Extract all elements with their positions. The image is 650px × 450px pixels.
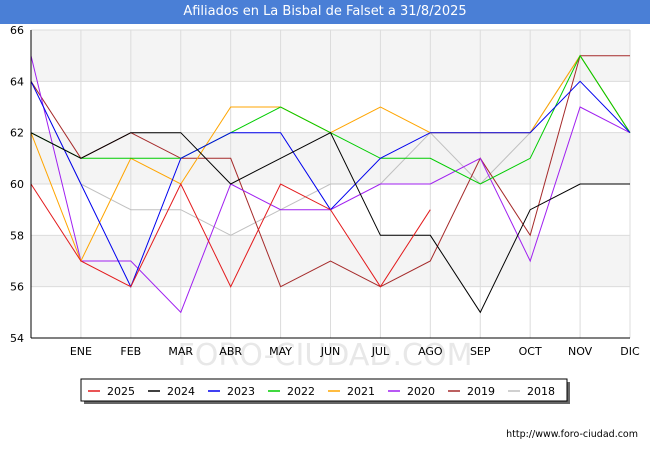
legend-label-2020: 2020 — [407, 385, 435, 398]
y-tick-label: 60 — [10, 178, 24, 191]
x-tick-label: MAR — [168, 345, 193, 358]
x-tick-label: FEB — [120, 345, 141, 358]
tick-labels: 54 56 58 60 62 64 66 ENE FEB MAR ABR MAY JUN JUL AGO SE… — [10, 24, 640, 358]
legend-label-2019: 2019 — [467, 385, 495, 398]
legend-box — [80, 378, 568, 402]
watermark: FORO-CIUDAD.COM — [178, 338, 473, 373]
legend-label-2018: 2018 — [527, 385, 555, 398]
source-url: http://www.foro-ciudad.com — [506, 429, 638, 440]
legend-label-2023: 2023 — [227, 385, 255, 398]
x-tick-label: NOV — [568, 345, 593, 358]
x-tick-label: JUN — [320, 345, 341, 358]
axes — [30, 30, 630, 339]
y-tick-label: 58 — [10, 229, 24, 242]
x-tick-label: MAY — [269, 345, 292, 358]
x-tick-label: ENE — [70, 345, 92, 358]
y-tick-label: 56 — [10, 281, 24, 294]
x-tick-label: AGO — [418, 345, 443, 358]
y-tick-label: 64 — [10, 75, 24, 88]
x-tick-label: OCT — [519, 345, 542, 358]
y-tick-label: 54 — [10, 332, 24, 345]
series-line-2024 — [30, 132, 630, 314]
series-lines — [30, 54, 631, 314]
x-tick-label: ABR — [219, 345, 242, 358]
legend-label-2025: 2025 — [107, 385, 135, 398]
y-tick-label: 66 — [10, 24, 24, 37]
legend-label-2021: 2021 — [347, 385, 375, 398]
x-tick-label: SEP — [470, 345, 491, 358]
series-line-2025 — [30, 182, 431, 288]
x-tick-label: DIC — [620, 345, 640, 358]
legend-label-2022: 2022 — [287, 385, 315, 398]
legend: 2025 2024 2023 2022 2021 2020 2019 2018 — [80, 378, 570, 404]
legend-label-2024: 2024 — [167, 385, 195, 398]
chart-title: Afiliados en La Bisbal de Falset a 31/8/… — [0, 0, 650, 24]
y-tick-label: 62 — [10, 127, 24, 140]
x-tick-label: JUL — [371, 345, 390, 358]
